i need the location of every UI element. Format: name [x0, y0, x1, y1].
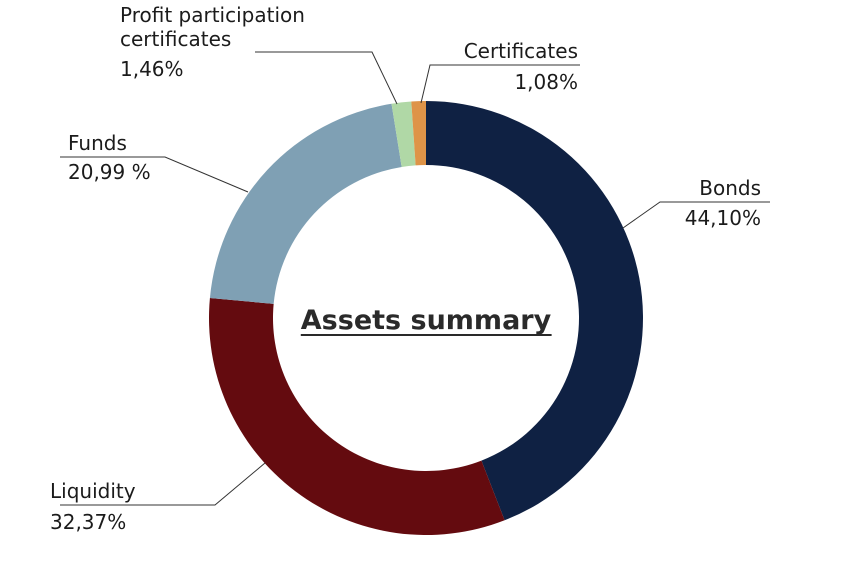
leader-line-bonds	[622, 201, 770, 229]
slice-label-bonds: Bonds	[699, 176, 761, 200]
slice-profit-participation	[391, 101, 416, 167]
slice-funds	[209, 103, 402, 304]
donut-slices	[209, 101, 644, 536]
slice-value-liquidity: 32,37%	[50, 510, 126, 534]
slice-value-profit-participation: 1,46%	[120, 57, 184, 81]
slice-value-funds: 20,99 %	[68, 160, 151, 184]
slice-value-bonds: 44,10%	[685, 206, 761, 230]
leader-line-profit-participation	[255, 51, 398, 105]
slice-bonds	[426, 101, 644, 521]
slice-liquidity	[209, 297, 505, 536]
leader-lines	[60, 51, 770, 506]
leader-line-liquidity	[60, 462, 266, 506]
slice-label-profit-participation-line2: certificates	[120, 27, 231, 51]
slice-value-certificates: 1,08%	[514, 70, 578, 94]
slice-label-liquidity: Liquidity	[50, 479, 136, 503]
leader-line-certificates	[420, 64, 580, 104]
slice-certificates	[411, 101, 426, 166]
slice-label-certificates: Certificates	[464, 39, 578, 63]
slice-label-funds: Funds	[68, 131, 127, 155]
leader-line-funds	[60, 156, 249, 193]
chart-title: Assets summary	[301, 305, 552, 336]
slice-label-profit-participation-line1: Profit participation	[120, 3, 305, 27]
